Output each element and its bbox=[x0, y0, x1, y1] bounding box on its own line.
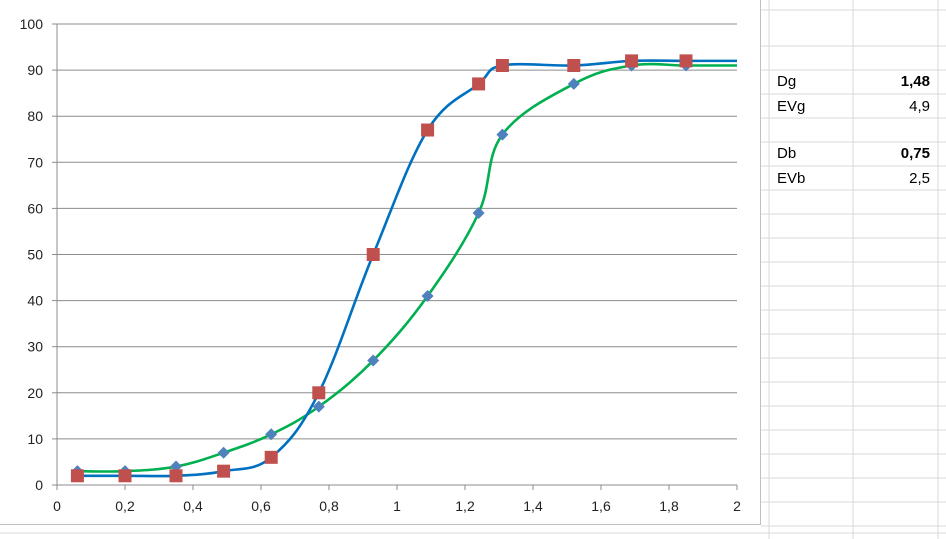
series-1-point[interactable] bbox=[567, 77, 580, 90]
y-tick-label: 50 bbox=[27, 247, 43, 263]
series-1-point[interactable] bbox=[421, 289, 434, 302]
series-1-line bbox=[77, 62, 737, 473]
series-1-point[interactable] bbox=[496, 128, 509, 141]
y-tick-label: 30 bbox=[27, 339, 43, 355]
series-1-point[interactable] bbox=[265, 428, 278, 441]
x-tick-label: 1,2 bbox=[455, 498, 475, 514]
y-tick-label: 70 bbox=[27, 154, 43, 170]
y-tick-label: 90 bbox=[27, 62, 43, 78]
series-2-point[interactable] bbox=[366, 248, 380, 261]
y-tick-label: 80 bbox=[27, 108, 43, 124]
cell-evb-value[interactable]: 2,5 bbox=[909, 170, 930, 187]
series-2-point[interactable] bbox=[169, 469, 183, 483]
x-tick-label: 1 bbox=[393, 498, 401, 514]
series-1-point[interactable] bbox=[367, 354, 380, 367]
chart-plot: 0 10 20 30 40 50 60 70 80 90 100 0 0,2 0,4 0,6 0,8 1 1,2 1… bbox=[20, 16, 741, 514]
cell-evg-value[interactable]: 4,9 bbox=[909, 98, 930, 115]
cell-evg-label[interactable]: EVg bbox=[777, 98, 806, 115]
y-tick-label: 60 bbox=[27, 200, 43, 216]
y-tick-label: 20 bbox=[27, 385, 43, 401]
x-tick-label: 1,6 bbox=[591, 498, 611, 514]
y-tick-label: 10 bbox=[27, 431, 43, 447]
series-2-point[interactable] bbox=[495, 58, 509, 72]
series-2-point[interactable] bbox=[217, 464, 231, 478]
series-1-point[interactable] bbox=[217, 446, 230, 459]
series-2-line bbox=[77, 59, 737, 478]
series-2-point[interactable] bbox=[679, 54, 693, 68]
x-tick-label: 0,6 bbox=[251, 498, 271, 514]
series-2-point[interactable] bbox=[70, 469, 84, 483]
series-2-point[interactable] bbox=[472, 77, 486, 91]
series-2-point[interactable] bbox=[625, 54, 639, 68]
x-tick-label: 0 bbox=[53, 498, 61, 514]
y-tick-label: 0 bbox=[35, 477, 43, 493]
cell-db-label[interactable]: Db bbox=[777, 145, 797, 162]
series-2-point[interactable] bbox=[264, 450, 278, 464]
cell-evb-label[interactable]: EVb bbox=[777, 170, 806, 187]
y-tick-label: 40 bbox=[27, 293, 43, 309]
x-tick-label: 0,2 bbox=[115, 498, 135, 514]
x-tick-label: 1,4 bbox=[523, 498, 543, 514]
series-2-point[interactable] bbox=[567, 58, 581, 72]
x-tick-label: 0,8 bbox=[319, 498, 339, 514]
series-2-point[interactable] bbox=[312, 386, 326, 400]
cell-dg-label[interactable]: Dg bbox=[777, 73, 797, 90]
cell-dg-value[interactable]: 1,48 bbox=[900, 73, 930, 90]
series-2-point[interactable] bbox=[421, 123, 435, 137]
series-1-point[interactable] bbox=[312, 400, 325, 413]
x-tick-label: 1,8 bbox=[659, 498, 679, 514]
series-1-point[interactable] bbox=[472, 207, 485, 220]
x-tick-label: 0,4 bbox=[183, 498, 203, 514]
x-tick-label: 2 bbox=[733, 498, 741, 514]
y-tick-label: 100 bbox=[20, 16, 44, 32]
chart-area[interactable]: 0 10 20 30 40 50 60 70 80 90 100 0 0,2 0,4 0,6 0,8 1 1,2 1… bbox=[0, 0, 761, 525]
cell-db-value[interactable]: 0,75 bbox=[900, 145, 930, 162]
series-2-point[interactable] bbox=[118, 469, 132, 483]
